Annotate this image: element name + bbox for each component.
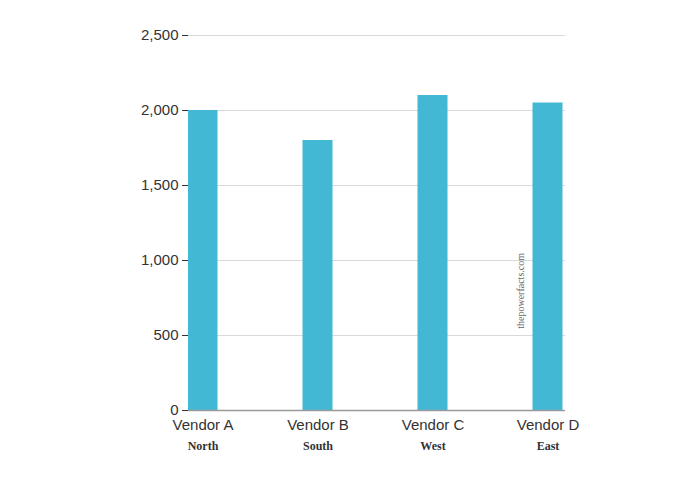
svg-text:0: 0 [170, 401, 179, 419]
svg-text:2,500: 2,500 [141, 26, 179, 43]
svg-text:Vendor C: Vendor C [402, 416, 465, 433]
svg-text:South: South [303, 439, 333, 453]
svg-text:500: 500 [153, 326, 178, 343]
svg-text:2,000: 2,000 [141, 101, 179, 118]
svg-text:1,000: 1,000 [141, 251, 179, 268]
svg-text:Vendor B: Vendor B [287, 416, 349, 433]
svg-text:Vendor A: Vendor A [173, 416, 234, 433]
svg-text:Vendor D: Vendor D [517, 416, 580, 433]
svg-text:thepowerfacts.com: thepowerfacts.com [515, 253, 526, 329]
svg-text:West: West [420, 439, 445, 453]
svg-text:East: East [537, 439, 560, 453]
svg-text:1,500: 1,500 [141, 176, 179, 193]
svg-text:North: North [188, 439, 219, 453]
